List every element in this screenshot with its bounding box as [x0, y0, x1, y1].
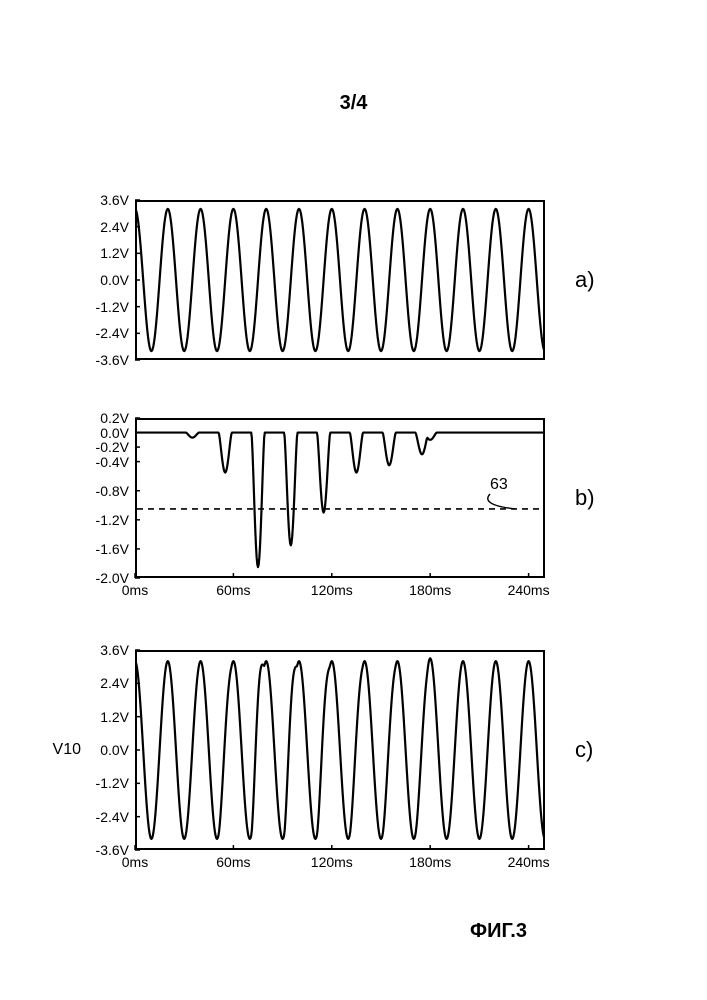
y-tick-label: 0.0V: [83, 742, 129, 758]
y-tick-label: 2.4V: [83, 675, 129, 691]
x-tick-label: 0ms: [122, 854, 148, 870]
y-tick-label: -1.2V: [83, 775, 129, 791]
x-tick-label: 180ms: [409, 854, 451, 870]
plot-frame: [135, 650, 545, 850]
y-tick-label: -2.4V: [83, 809, 129, 825]
x-tick-label: 240ms: [508, 854, 550, 870]
x-tick-label: 60ms: [216, 854, 250, 870]
x-tick-label: 120ms: [311, 854, 353, 870]
y-tick-label: 1.2V: [83, 709, 129, 725]
y-tick-label: 3.6V: [83, 642, 129, 658]
chart-c: 3.6V2.4V1.2V0.0V-1.2V-2.4V-3.6V0ms60ms12…: [0, 0, 707, 1000]
panel-label: c): [575, 737, 593, 763]
y-axis-label: V10: [45, 741, 81, 759]
